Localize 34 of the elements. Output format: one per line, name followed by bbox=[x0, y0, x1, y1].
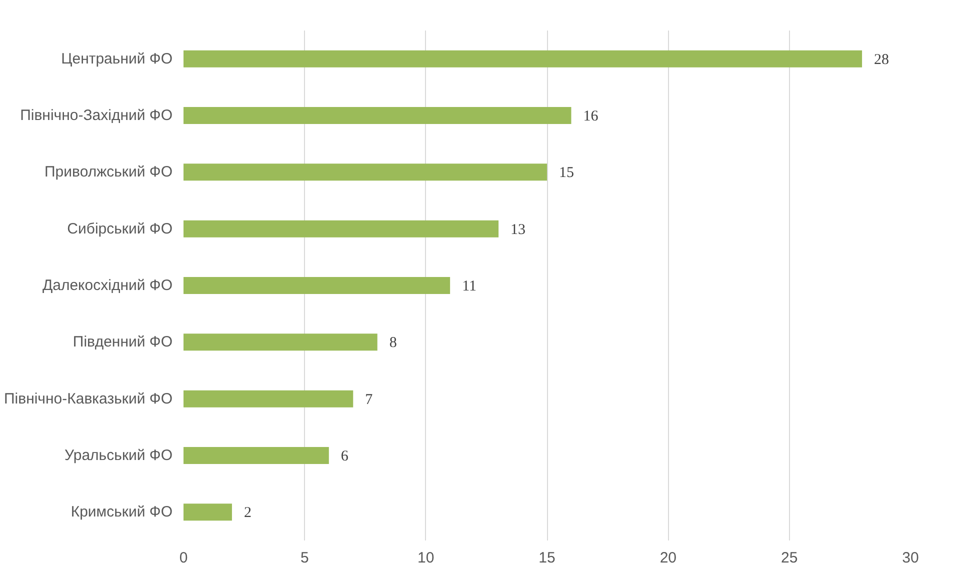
data-label: 11 bbox=[462, 278, 477, 294]
y-tick-label: Сибірський ФО bbox=[67, 220, 173, 238]
y-tick-label: Північно-Західний ФО bbox=[20, 107, 173, 124]
x-tick-label: 5 bbox=[300, 550, 309, 566]
x-tick-label: 15 bbox=[538, 550, 556, 566]
data-label: 2 bbox=[244, 505, 252, 522]
bar bbox=[184, 277, 450, 294]
data-label: 16 bbox=[583, 108, 599, 124]
y-tick-label: Уральський ФО bbox=[64, 447, 173, 464]
x-tick-label: 0 bbox=[179, 550, 188, 566]
x-tick-label: 20 bbox=[660, 550, 677, 566]
bar bbox=[184, 50, 862, 68]
x-tick-label: 10 bbox=[417, 550, 434, 566]
data-label: 7 bbox=[365, 392, 374, 408]
data-label: 13 bbox=[510, 222, 526, 238]
data-label: 6 bbox=[340, 448, 349, 464]
data-label: 8 bbox=[389, 335, 397, 352]
y-tick-label: Приволжський ФО bbox=[44, 164, 173, 181]
bar bbox=[184, 164, 547, 181]
x-tick-label: 25 bbox=[780, 550, 798, 566]
data-label: 28 bbox=[874, 52, 890, 68]
data-label: 15 bbox=[559, 165, 574, 182]
bar bbox=[184, 390, 354, 408]
y-tick-label: Південний ФО bbox=[72, 334, 173, 351]
bar bbox=[184, 334, 378, 351]
y-tick-label: Кримський ФО bbox=[70, 504, 173, 521]
y-tick-label: Північно-Кавказький ФО bbox=[4, 390, 173, 408]
y-tick-label: Далекосхідний ФО bbox=[42, 277, 173, 294]
x-tick-label: 30 bbox=[902, 550, 919, 566]
bar bbox=[184, 447, 329, 464]
bar bbox=[184, 220, 499, 238]
y-tick-label: Центраьний ФО bbox=[61, 50, 173, 68]
bar bbox=[184, 107, 572, 124]
bar bbox=[184, 504, 232, 521]
